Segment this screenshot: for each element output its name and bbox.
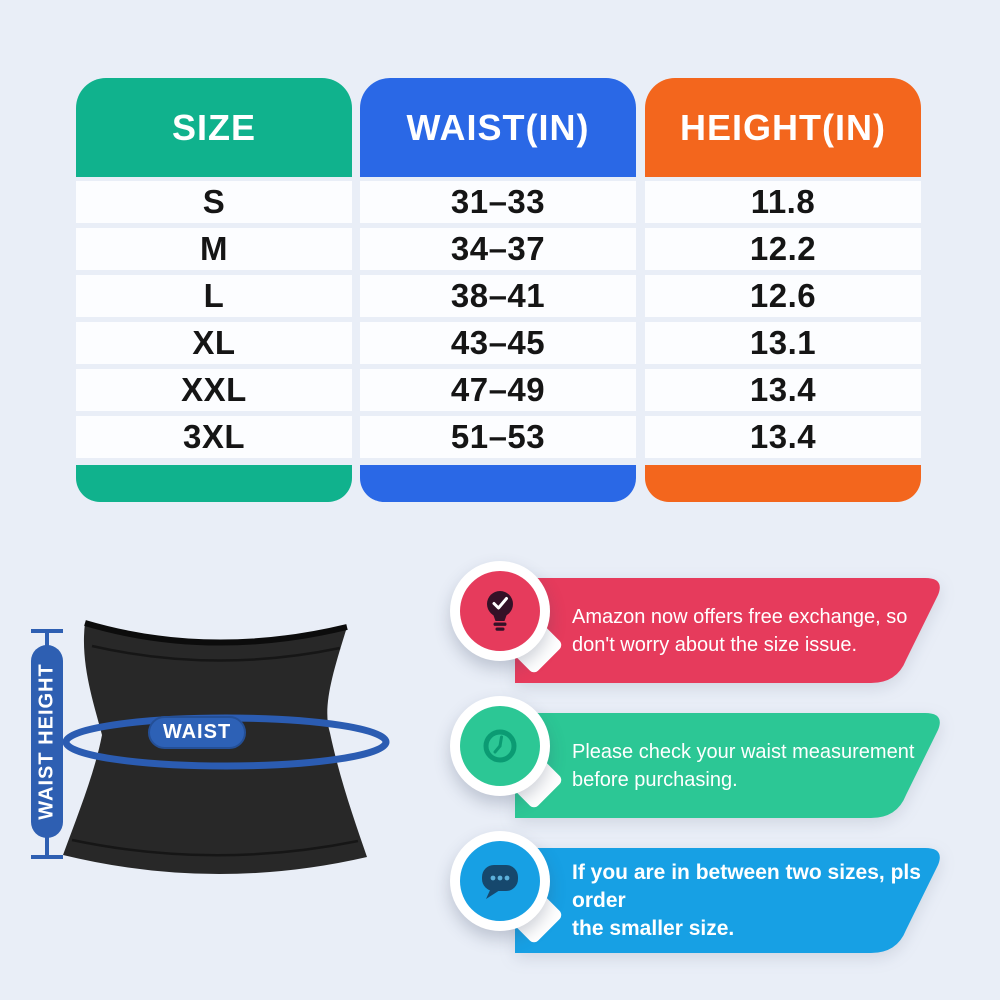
callout-line: don't worry about the size issue. bbox=[572, 633, 858, 656]
callout-line: the smaller size. bbox=[572, 916, 735, 940]
cell-size-row4: XL bbox=[76, 322, 352, 364]
between-sizes-badge bbox=[450, 831, 550, 931]
column-footer-height bbox=[645, 465, 921, 502]
waist-height-label: WAIST HEIGHT bbox=[35, 663, 58, 820]
table-column-size: SIZE S M L XL XXL 3XL bbox=[76, 78, 352, 502]
measure-cap-top bbox=[31, 629, 63, 633]
cell-size-row5: XXL bbox=[76, 369, 352, 411]
exchange-badge bbox=[450, 561, 550, 661]
column-header-size: SIZE bbox=[76, 78, 352, 177]
column-header-waist: WAIST(IN) bbox=[360, 78, 636, 177]
cell-size-row3: L bbox=[76, 275, 352, 317]
callout-text-exchange: Amazon now offers free exchange, so don'… bbox=[572, 578, 942, 683]
cell-height-row5: 13.4 bbox=[645, 369, 921, 411]
waist-label-pill: WAIST bbox=[148, 716, 246, 749]
cell-size-row2: M bbox=[76, 228, 352, 270]
cell-waist-row3: 38–41 bbox=[360, 275, 636, 317]
cell-height-row2: 12.2 bbox=[645, 228, 921, 270]
cell-waist-row1: 31–33 bbox=[360, 181, 636, 223]
callout-banner-exchange bbox=[515, 578, 940, 683]
callout-line: before purchasing. bbox=[572, 768, 738, 791]
column-footer-waist bbox=[360, 465, 636, 502]
callout-text-measure: Please check your waist measurement befo… bbox=[572, 713, 942, 818]
cell-waist-row2: 34–37 bbox=[360, 228, 636, 270]
column-header-height: HEIGHT(IN) bbox=[645, 78, 921, 177]
cell-height-row1: 11.8 bbox=[645, 181, 921, 223]
table-column-height: HEIGHT(IN) 11.8 12.2 12.6 13.1 13.4 13.4 bbox=[645, 78, 921, 502]
measure-cap-bottom bbox=[31, 855, 63, 859]
clock-icon bbox=[460, 706, 540, 786]
callout-banner-between-sizes bbox=[515, 848, 940, 953]
measure-badge bbox=[450, 696, 550, 796]
column-footer-size bbox=[76, 465, 352, 502]
callout-line: If you are in between two sizes, pls ord… bbox=[572, 860, 921, 912]
chat-icon bbox=[460, 841, 540, 921]
cell-waist-row6: 51–53 bbox=[360, 416, 636, 458]
callout-line: Amazon now offers free exchange, so bbox=[572, 605, 908, 628]
cell-size-row1: S bbox=[76, 181, 352, 223]
cell-waist-row5: 47–49 bbox=[360, 369, 636, 411]
cell-height-row6: 13.4 bbox=[645, 416, 921, 458]
cell-height-row4: 13.1 bbox=[645, 322, 921, 364]
lightbulb-check-icon bbox=[460, 571, 540, 651]
callout-line: Please check your waist measurement bbox=[572, 740, 915, 763]
waist-label: WAIST bbox=[162, 721, 232, 743]
table-column-waist: WAIST(IN) 31–33 34–37 38–41 43–45 47–49 … bbox=[360, 78, 636, 502]
cell-height-row3: 12.6 bbox=[645, 275, 921, 317]
cell-size-row6: 3XL bbox=[76, 416, 352, 458]
waist-height-label-pill: WAIST HEIGHT bbox=[31, 645, 63, 838]
callout-banner-measure bbox=[515, 713, 940, 818]
cell-waist-row4: 43–45 bbox=[360, 322, 636, 364]
callout-text-between-sizes: If you are in between two sizes, pls ord… bbox=[572, 848, 942, 953]
